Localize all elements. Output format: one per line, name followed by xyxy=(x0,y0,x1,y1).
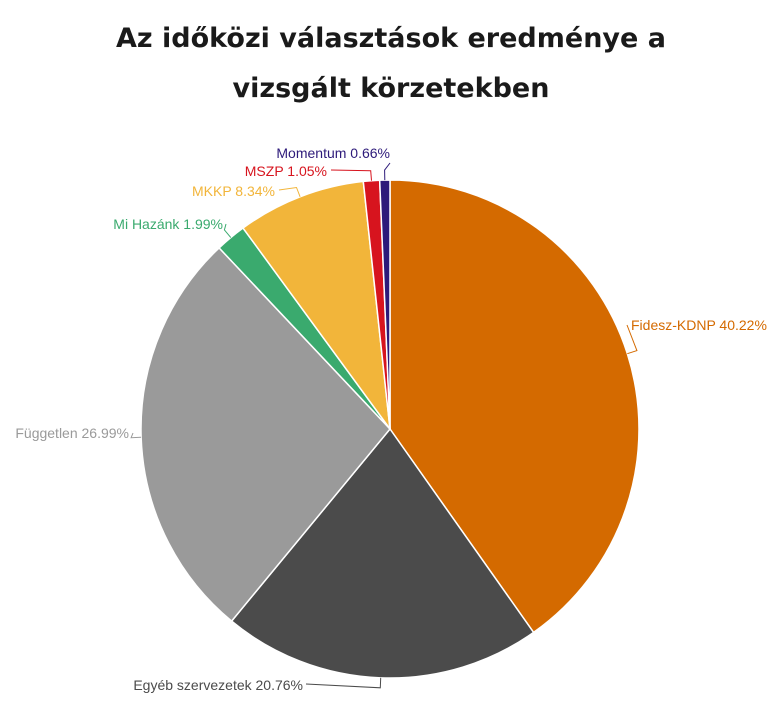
label-mi-hazank: Mi Hazánk 1.99% xyxy=(113,216,223,232)
pie-slices xyxy=(140,179,640,679)
pie-slice-fuggetlen xyxy=(140,247,391,622)
chart-title-line-1: Az időközi választások eredménye a xyxy=(116,23,666,54)
label-fidesz-kdnp: Fidesz-KDNP 40.22% xyxy=(631,317,767,333)
label-momentum: Momentum 0.66% xyxy=(276,145,390,161)
leader-line-mkkp xyxy=(278,186,301,197)
label-fuggetlen: Független 26.99% xyxy=(15,425,129,441)
leader-line-fidesz-kdnp xyxy=(626,324,638,355)
leader-line-mi-hazank xyxy=(223,223,232,238)
label-mkkp: MKKP 8.34% xyxy=(192,183,275,199)
leader-line-egyeb-szervezetek xyxy=(305,677,382,689)
pie-slice-egyeb-szervezetek xyxy=(230,428,535,679)
label-mszp: MSZP 1.05% xyxy=(245,163,327,179)
chart-title-line-2: vizsgált körzetekben xyxy=(232,73,550,104)
chart-title: Az időközi választások eredménye a vizsg… xyxy=(0,14,782,114)
label-leader-lines xyxy=(130,162,638,689)
leader-line-mszp xyxy=(330,169,372,181)
slice-labels: Fidesz-KDNP 40.22% Egyéb szervezetek 20.… xyxy=(15,145,767,693)
label-egyeb-szervezetek: Egyéb szervezetek 20.76% xyxy=(133,677,303,693)
leader-line-fuggetlen xyxy=(130,432,142,439)
leader-line-momentum xyxy=(384,162,391,181)
